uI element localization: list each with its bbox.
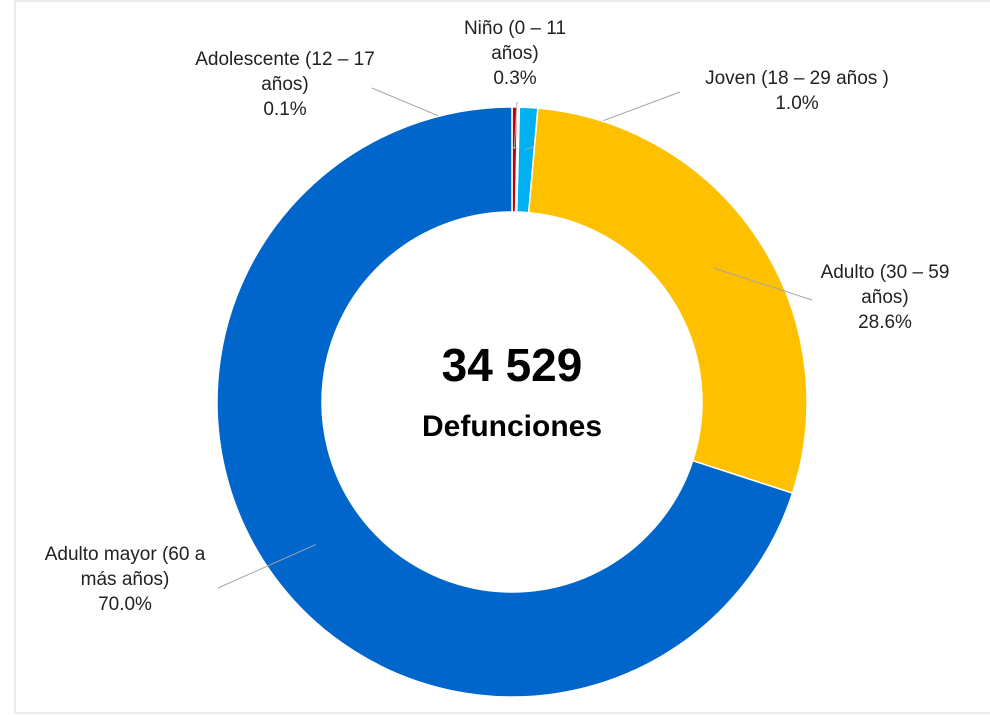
category-label: Adolescente (12 – 17 años)	[195, 49, 375, 95]
leader-line	[217, 544, 317, 589]
donut-segment	[527, 107, 808, 495]
category-label: Niño (0 – 11 años)	[463, 18, 567, 64]
value-label: 1.0%	[775, 93, 819, 114]
center-value: 34 529	[441, 339, 583, 391]
center-label: Defunciones	[421, 410, 603, 443]
leader-line	[714, 267, 813, 301]
slice-label: Adolescente (12 – 17 años) 0.1%	[190, 47, 380, 122]
slice-label: Joven (18 – 29 años ) 1.0%	[667, 66, 927, 116]
value-label: 0.1%	[263, 99, 307, 120]
frame	[14, 0, 990, 714]
slice-label: Niño (0 – 11 años) 0.3%	[440, 16, 590, 91]
category-label: Adulto mayor (60 a más años)	[44, 544, 206, 590]
slice-label: Adulto mayor (60 a más años) 70.0%	[30, 542, 220, 617]
value-label: 0.3%	[493, 68, 537, 89]
category-label: Adulto (30 – 59 años)	[820, 262, 950, 308]
slice-label: Adulto (30 – 59 años) 28.6%	[805, 260, 965, 335]
value-label: 70.0%	[98, 594, 152, 615]
leader-line	[513, 101, 518, 150]
value-label: 28.6%	[858, 312, 912, 333]
donut-segment	[216, 106, 794, 698]
category-label: Joven (18 – 29 años )	[705, 68, 889, 89]
